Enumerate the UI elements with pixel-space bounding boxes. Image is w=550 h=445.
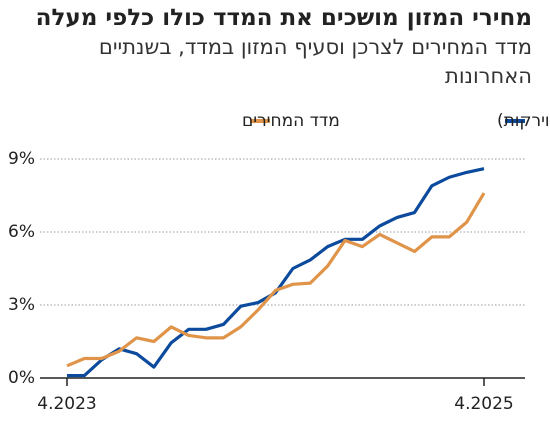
data-line xyxy=(67,167,485,378)
x-tick-label: 4.2025 xyxy=(454,394,513,414)
y-tick-label: 9% xyxy=(8,149,35,169)
y-tick-label: 6% xyxy=(8,222,35,242)
data-line xyxy=(66,192,486,368)
x-tick-label: 4.2023 xyxy=(37,394,96,414)
chart-subtitle: מדד המחירים לצרכן וסעיף המזון במדד, בשנת… xyxy=(98,35,532,88)
y-tick-label: 3% xyxy=(8,295,35,315)
legend-label: מדד המחירים xyxy=(242,111,340,131)
legend-label: מזון (ללא פירות וירקות) xyxy=(497,111,550,131)
chart-title: מחירי המזון מושכים את המדד כולו כלפי מעל… xyxy=(35,5,532,31)
header: מחירי המזון מושכים את המדד כולו כלפי מעל… xyxy=(17,4,532,91)
y-tick-label: 0% xyxy=(8,368,35,388)
